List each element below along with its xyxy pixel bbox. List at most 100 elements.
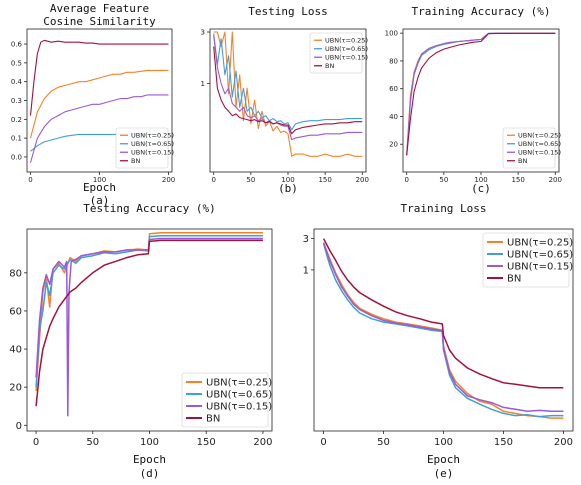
series-line-a-ubn-015 [29,94,169,163]
legend-label-b: UBN(τ=0.25) [325,37,368,45]
chart-d: Testing Accuracy (%)0 50 100 150 20080604020… [9,202,272,480]
legend-label-d: BN [206,414,220,425]
legend-label-c: BN [518,157,527,165]
series-line-b-ubn-065 [213,33,363,131]
chart-title-d: Testing Accuracy (%) [83,202,215,215]
x-tick-label-b: 150 [318,176,331,184]
chart-title-a-line1: Average Feature [50,2,149,15]
y-tick-label-d: 80 [9,268,22,279]
chart-c: Training Accuracy (%) 0 50 100 150 200 100 80 60… [385,5,562,195]
series-line-c-bn [406,32,556,156]
legend-label-e: UBN(τ=0.15) [507,262,573,273]
x-tick-label-a: 200 [162,176,175,184]
series-line-d-ubn-015 [35,237,263,417]
legend-label-d: UBN(τ=0.65) [206,390,272,401]
panel-caption-c: (c) [471,182,491,195]
y-tick-label-c: 20 [389,141,398,149]
x-tick-label-c: 100 [474,176,487,184]
y-tick-label-a: 0.5 [11,59,22,67]
legend-label-b: BN [325,62,334,70]
y-tick-label-b: 3 [201,29,205,37]
y-tick-label-c: 60 [389,85,398,93]
y-tick-label-a: 0.1 [11,135,22,143]
series-line-b-bn [213,46,363,135]
legend-label-d: UBN(τ=0.15) [206,402,272,413]
y-tick-label-d: 60 [9,306,22,317]
panel-caption-e: (e) [434,467,454,480]
x-tick-label-c: 50 [439,176,448,184]
series-line-a-ubn-025 [29,69,169,139]
x-tick-label-e: 150 [494,437,513,448]
legend-a: UBN(τ=0.25)UBN(τ=0.65)UBN(τ=0.15)BN [115,127,174,169]
chart-e: Training Loss 0 50 100 150 200 3 1 Epoch(e) UBN(τ… [303,202,574,480]
legend-box-d [181,372,269,428]
y-tick-label-d: 0 [16,421,22,432]
x-tick-label-c: 0 [404,176,408,184]
chart-title-c: Training Accuracy (%) [411,5,550,18]
legend-label-b: UBN(τ=0.15) [325,54,368,62]
legend-label-b: UBN(τ=0.65) [325,45,368,53]
x-tick-label-c: 150 [511,176,524,184]
series-line-d-bn [35,239,263,407]
x-tick-label-e: 200 [554,437,573,448]
legend-label-c: UBN(τ=0.15) [518,149,561,157]
x-tick-label-d: 150 [197,437,216,448]
panel-caption-a: (a) [90,194,110,207]
legend-box-e [482,232,570,288]
series-line-a-bn [29,39,169,116]
y-tick-label-d: 20 [9,383,22,394]
y-tick-label-c: 40 [389,113,398,121]
legend-b: UBN(τ=0.25)UBN(τ=0.65)UBN(τ=0.15)BN [309,32,368,74]
legend-box-a [115,127,169,169]
legend-label-d: UBN(τ=0.25) [206,378,272,389]
x-tick-label-d: 200 [253,437,272,448]
legend-label-c: UBN(τ=0.25) [518,132,561,140]
series-line-d-ubn-025 [35,232,263,392]
x-tick-label-e: 0 [320,437,326,448]
legend-label-e: UBN(τ=0.25) [507,238,573,249]
chart-b: Testing Loss 0 50 100 150 200 3 1 (b) UBN(τ=0.25)… [201,5,369,195]
legend-label-a: UBN(τ=0.15) [131,149,174,157]
chart-title-b: Testing Loss [248,5,327,18]
x-axis-label-e: Epoch [427,453,460,466]
y-tick-label-b: 1 [201,80,205,88]
legend-box-b [309,32,363,74]
x-tick-label-e: 50 [377,437,390,448]
y-tick-label-a: 0.4 [11,78,23,86]
legend-label-a: UBN(τ=0.25) [131,132,174,140]
y-tick-label-a: 0.3 [11,97,22,105]
y-tick-label-e: 1 [303,265,309,276]
chart-title-a-line2: Cosine Similarity [43,15,156,28]
legend-label-a: BN [131,157,140,165]
series-line-e-ubn-015 [322,242,564,413]
x-tick-label-b: 50 [246,176,255,184]
x-tick-label-a: 0 [28,176,32,184]
x-tick-label-c: 200 [549,176,562,184]
series-line-d-ubn-065 [35,234,263,388]
legend-d: UBN(τ=0.25)UBN(τ=0.65)UBN(τ=0.15)BN [181,372,272,428]
x-tick-label-d: 0 [33,437,39,448]
x-axis-label-d: Epoch [133,453,166,466]
series-line-e-ubn-065 [322,243,564,418]
legend-c: UBN(τ=0.25)UBN(τ=0.65)UBN(τ=0.15)BN [502,127,561,169]
series-line-b-ubn-025 [213,31,363,157]
legend-label-a: UBN(τ=0.65) [131,140,174,148]
series-line-e-bn [322,238,564,389]
y-tick-label-a: 0.0 [11,153,22,161]
x-tick-label-e: 100 [434,437,453,448]
x-tick-label-a: 100 [93,176,106,184]
chart-title-e: Training Loss [400,202,486,215]
y-tick-label-e: 3 [303,234,309,245]
y-tick-label-c: 100 [385,30,398,38]
y-tick-label-d: 40 [9,345,22,356]
legend-e: UBN(τ=0.25)UBN(τ=0.65)UBN(τ=0.15)BN [482,232,573,288]
x-tick-label-b: 200 [356,176,369,184]
y-tick-label-c: 80 [389,57,398,65]
x-tick-label-b: 100 [281,176,294,184]
legend-label-c: UBN(τ=0.65) [518,140,561,148]
legend-label-e: BN [507,274,521,285]
x-tick-label-b: 0 [211,176,215,184]
panel-caption-d: (d) [140,467,160,480]
